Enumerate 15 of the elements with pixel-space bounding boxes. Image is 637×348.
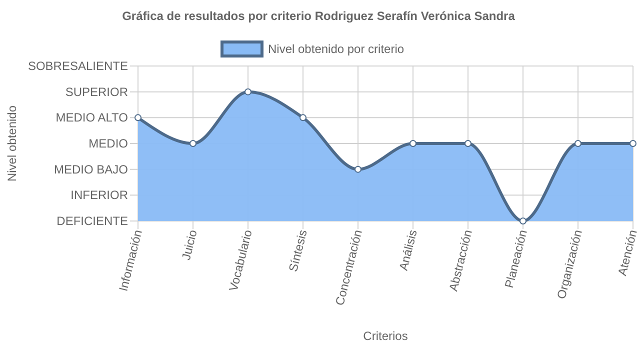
text: Nivel obtenido — [5, 105, 19, 182]
text: SUPERIOR — [65, 84, 128, 99]
x-axis-title: Criterios — [363, 329, 408, 343]
x-tick-label: Análisis — [396, 228, 420, 272]
x-tick-label: Síntesis — [286, 228, 310, 274]
text: MEDIO — [88, 136, 128, 150]
chart-title: Gráfica de resultados por criterio Rodriguez Serafín Verónica Sandra — [122, 9, 516, 23]
legend-label: Nivel obtenido por criterio — [268, 42, 404, 56]
x-tick-label: Atención — [615, 228, 637, 278]
text: SOBRESALIENTE — [28, 59, 128, 73]
text: MEDIO BAJO — [54, 162, 128, 176]
text: DEFICIENTE — [56, 214, 128, 228]
x-tick-label: Juicio — [178, 228, 200, 262]
text: INFERIOR — [70, 188, 128, 202]
text: MEDIO ALTO — [56, 110, 128, 125]
